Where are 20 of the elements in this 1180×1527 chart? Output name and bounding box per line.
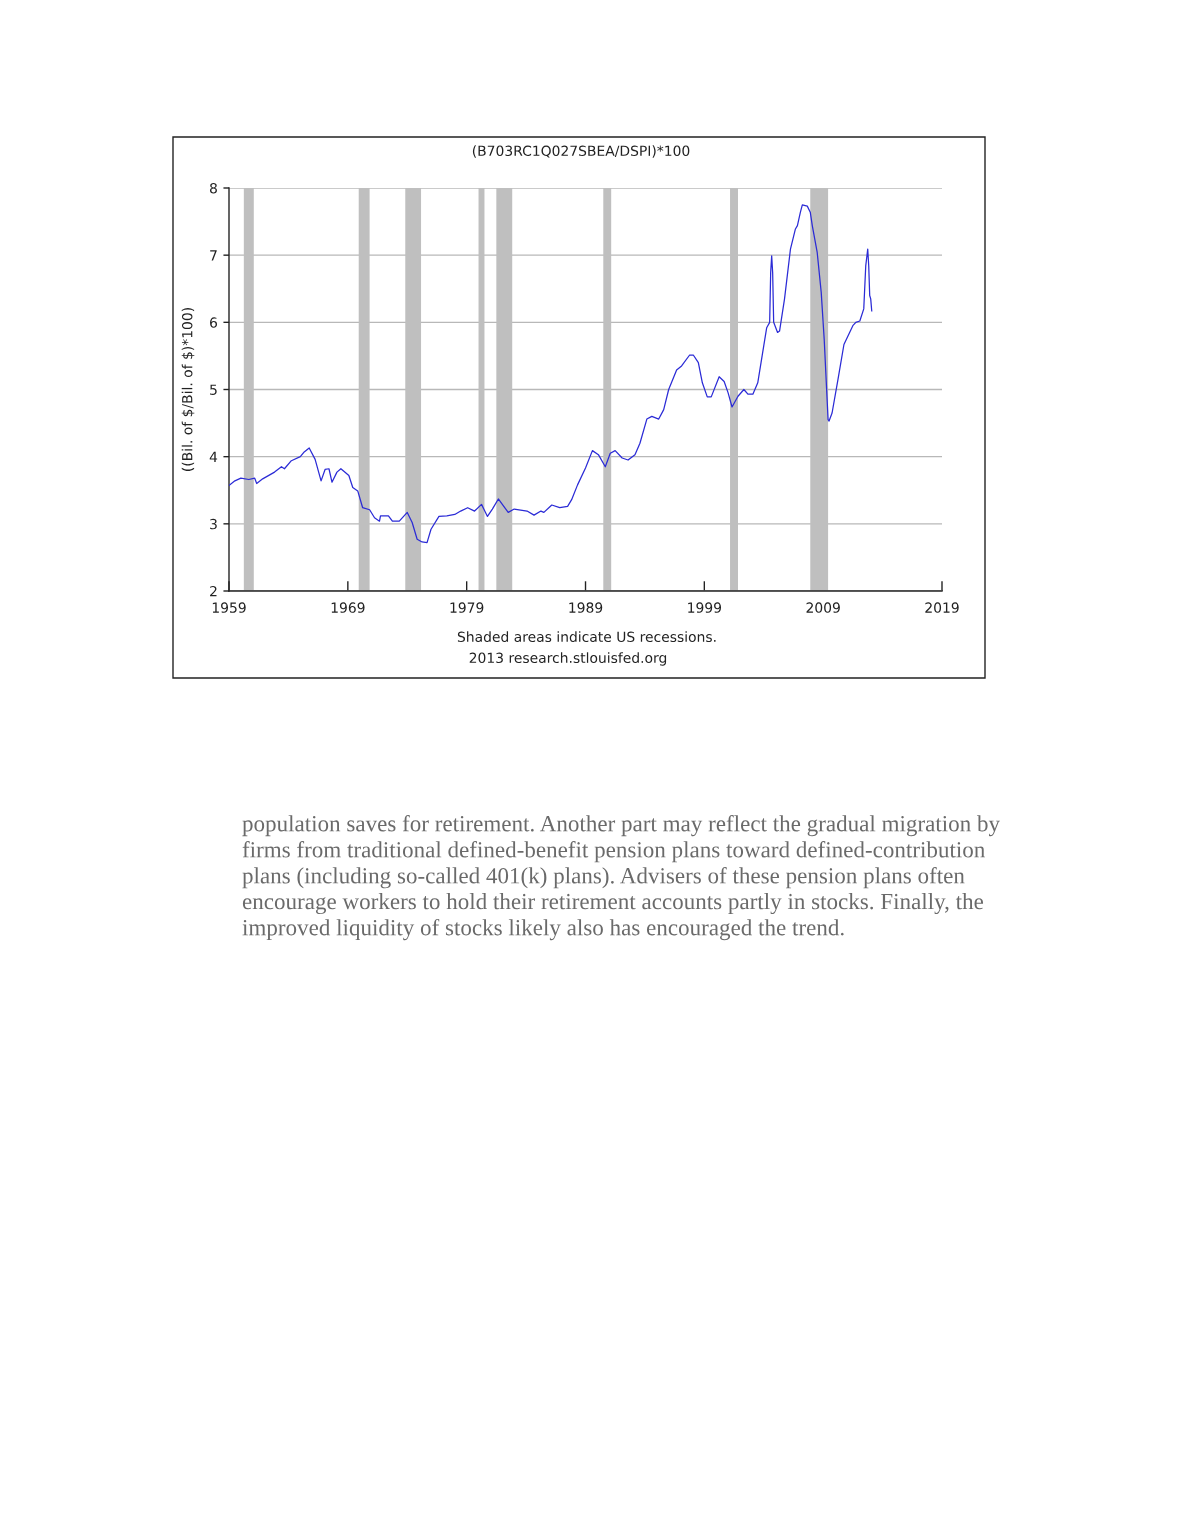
chart-title: (B703RC1Q027SBEA/DSPI)*100 [472,145,690,158]
y-tick-label: 5 [210,384,217,395]
x-tick-label: 1979 [450,602,484,613]
line-series [229,204,873,544]
y-tick-label: 2 [210,585,217,597]
x-tick-label: 1959 [212,602,246,613]
x-tick-label: 2019 [925,602,959,613]
y-tick-label: 4 [209,451,218,462]
text: Shaded areas indicate US recessions. [457,631,716,643]
y-tick-label: 3 [210,518,217,530]
y-tick-label: 7 [210,250,217,261]
x-tick-label: 2009 [806,602,840,613]
x-tick-label: 1969 [331,602,365,613]
y-tick-label: 8 [209,182,217,194]
y-tick-label: 6 [210,317,218,328]
y-axis-title: ((Bil. of $/Bil. of $)*100) [181,308,195,471]
x-tick-label: 1999 [688,602,722,613]
text: 2013 research.stlouisfed.org [469,652,667,666]
x-tick-label: 1989 [569,602,603,613]
text: population saves for retirement. Another part may reflect the gradual migration by firms from traditional defined-benefit pension plans toward defined-contribution plans (including so-called 401(k) plans). Advisers of these pension plans often encourage workers to hold their retirement accounts partly in stocks. Finally, the improved liquidity of stocks likely also has encouraged the trend. [242,815,1000,941]
